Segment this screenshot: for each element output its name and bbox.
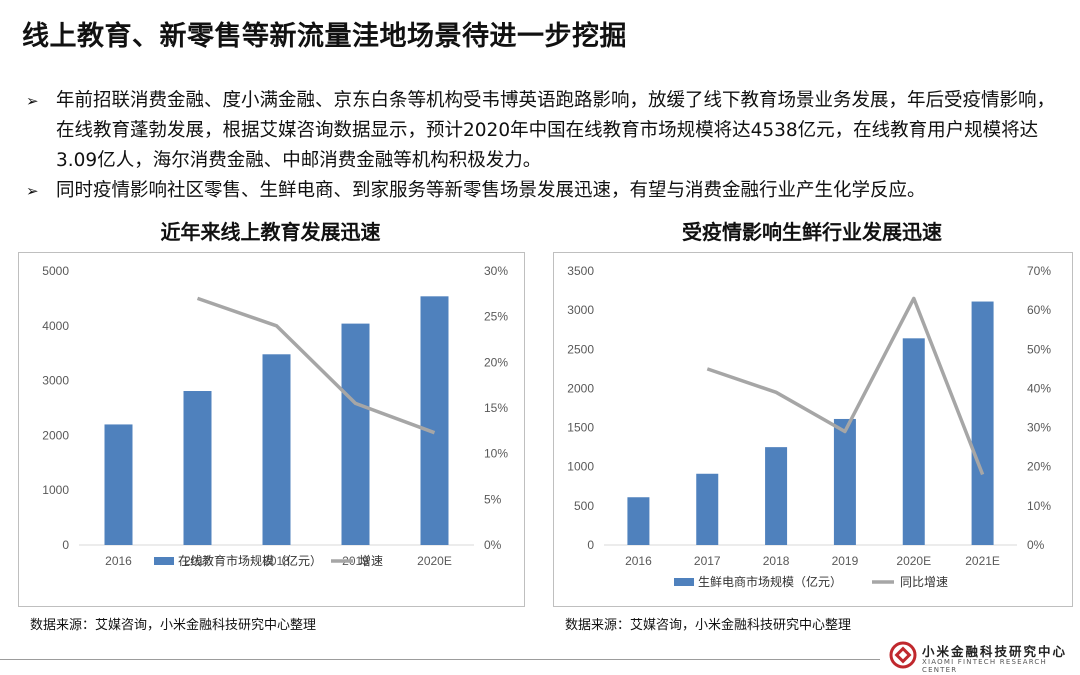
y-right-tick-label: 60% — [1027, 303, 1051, 317]
y-left-tick-label: 2500 — [567, 342, 594, 356]
bar — [420, 296, 449, 545]
x-tick-label: 2016 — [105, 554, 132, 568]
fresh-food-chart: 0 500 1000 1500 2000 2500 3000 3500 0% 10% 20% 30% 4… — [553, 252, 1073, 607]
right-data-source: 数据来源：艾媒咨询，小米金融科技研究中心整理 — [565, 618, 852, 633]
y-left-tick-label: 0 — [62, 538, 69, 552]
legend-line-label: 增速 — [359, 554, 383, 568]
x-tick-label: 2017 — [694, 554, 721, 568]
y-right-tick-label: 50% — [1027, 342, 1051, 356]
y-right-tick-label: 10% — [1027, 499, 1051, 513]
left-data-source: 数据来源：艾媒咨询，小米金融科技研究中心整理 — [30, 618, 317, 633]
legend-bar-label: 在线教育市场规模（亿元） — [178, 553, 322, 568]
bar — [341, 323, 370, 545]
y-right-tick-label: 30% — [484, 264, 508, 278]
x-tick-label: 2016 — [625, 554, 652, 568]
education-chart-svg: 0 1000 2000 3000 4000 5000 0% 5% 10% 15% 20% 25% 30%… — [42, 264, 508, 568]
footer-divider — [0, 659, 880, 660]
bar — [183, 391, 212, 545]
x-tick-label: 2020E — [896, 554, 931, 568]
x-tick-label: 2018 — [263, 554, 290, 568]
y-left-tick-label: 3500 — [567, 264, 594, 278]
fresh-food-chart-svg: 0 500 1000 1500 2000 2500 3000 3500 0% 10% 20% 30% 4… — [567, 264, 1051, 589]
bar — [765, 447, 788, 545]
legend-bar-swatch — [674, 578, 694, 586]
y-left-tick-label: 0 — [587, 538, 594, 552]
legend-bar-label: 生鲜电商市场规模（亿元） — [698, 574, 842, 589]
y-right-tick-label: 15% — [484, 401, 508, 415]
legend-bar-swatch — [154, 557, 174, 565]
y-right-tick-label: 20% — [484, 355, 508, 369]
bar — [971, 301, 994, 545]
y-left-tick-label: 3000 — [42, 374, 69, 388]
y-left-tick-label: 500 — [574, 499, 594, 513]
x-tick-label: 2020E — [417, 554, 452, 568]
bullet-list: ➢ 年前招联消费金融、度小满金融、京东白条等机构受韦博英语跑路影响，放缓了线下教… — [26, 86, 1066, 206]
y-left-tick-label: 2000 — [567, 381, 594, 395]
y-left-tick-label: 4000 — [42, 319, 69, 333]
y-right-tick-label: 0% — [484, 538, 502, 552]
y-right-tick-label: 0% — [1027, 538, 1045, 552]
bar — [104, 424, 133, 545]
bar — [627, 497, 650, 545]
left-chart-heading: 近年来线上教育发展迅速 — [160, 220, 381, 244]
y-left-tick-label: 1500 — [567, 421, 594, 435]
x-tick-label: 2019 — [342, 554, 369, 568]
x-tick-label: 2017 — [184, 554, 211, 568]
y-left-tick-label: 5000 — [42, 264, 69, 278]
x-tick-label: 2018 — [763, 554, 790, 568]
y-right-tick-label: 25% — [484, 310, 508, 324]
y-right-tick-label: 20% — [1027, 460, 1051, 474]
legend-line-label: 同比增速 — [900, 575, 948, 589]
bullet-text: 同时疫情影响社区零售、生鲜电商、到家服务等新零售场景发展迅速，有望与消费金融行业… — [56, 180, 926, 201]
x-tick-label: 2021E — [965, 554, 1000, 568]
brand-logo: 小米金融科技研究中心 XIAOMI FINTECH RESEARCH CENTE… — [888, 640, 1078, 674]
bullet-arrow-icon: ➢ — [26, 182, 39, 200]
growth-line — [706, 296, 985, 476]
bar — [262, 354, 291, 545]
y-right-tick-label: 40% — [1027, 381, 1051, 395]
growth-line — [196, 296, 436, 435]
y-left-tick-label: 3000 — [567, 303, 594, 317]
y-right-tick-label: 5% — [484, 492, 502, 506]
page-title: 线上教育、新零售等新流量洼地场景待进一步挖掘 — [22, 21, 627, 52]
y-left-tick-label: 1000 — [567, 460, 594, 474]
bullet-arrow-icon: ➢ — [26, 92, 39, 110]
bullet-text: 年前招联消费金融、度小满金融、京东白条等机构受韦博英语跑路影响，放缓了线下教育场… — [56, 90, 1056, 171]
education-chart: 0 1000 2000 3000 4000 5000 0% 5% 10% 15% 20% 25% 30%… — [18, 252, 525, 607]
logo-text-cn: 小米金融科技研究中心 — [922, 644, 1068, 659]
logo-text-en: XIAOMI FINTECH RESEARCH CENTER — [922, 658, 1047, 674]
bullet-item: ➢ 年前招联消费金融、度小满金融、京东白条等机构受韦博英语跑路影响，放缓了线下教… — [26, 86, 1066, 176]
x-tick-label: 2019 — [832, 554, 859, 568]
bullet-item: ➢ 同时疫情影响社区零售、生鲜电商、到家服务等新零售场景发展迅速，有望与消费金融… — [26, 176, 1066, 206]
bar — [833, 418, 856, 545]
right-chart-heading: 受疫情影响生鲜行业发展迅速 — [682, 220, 942, 244]
y-right-tick-label: 70% — [1027, 264, 1051, 278]
y-left-tick-label: 2000 — [42, 428, 69, 442]
y-left-tick-label: 1000 — [42, 483, 69, 497]
y-right-tick-label: 10% — [484, 447, 508, 461]
y-right-tick-label: 30% — [1027, 421, 1051, 435]
logo-mark-icon — [889, 641, 917, 669]
bar — [696, 473, 719, 545]
bar — [902, 338, 925, 545]
